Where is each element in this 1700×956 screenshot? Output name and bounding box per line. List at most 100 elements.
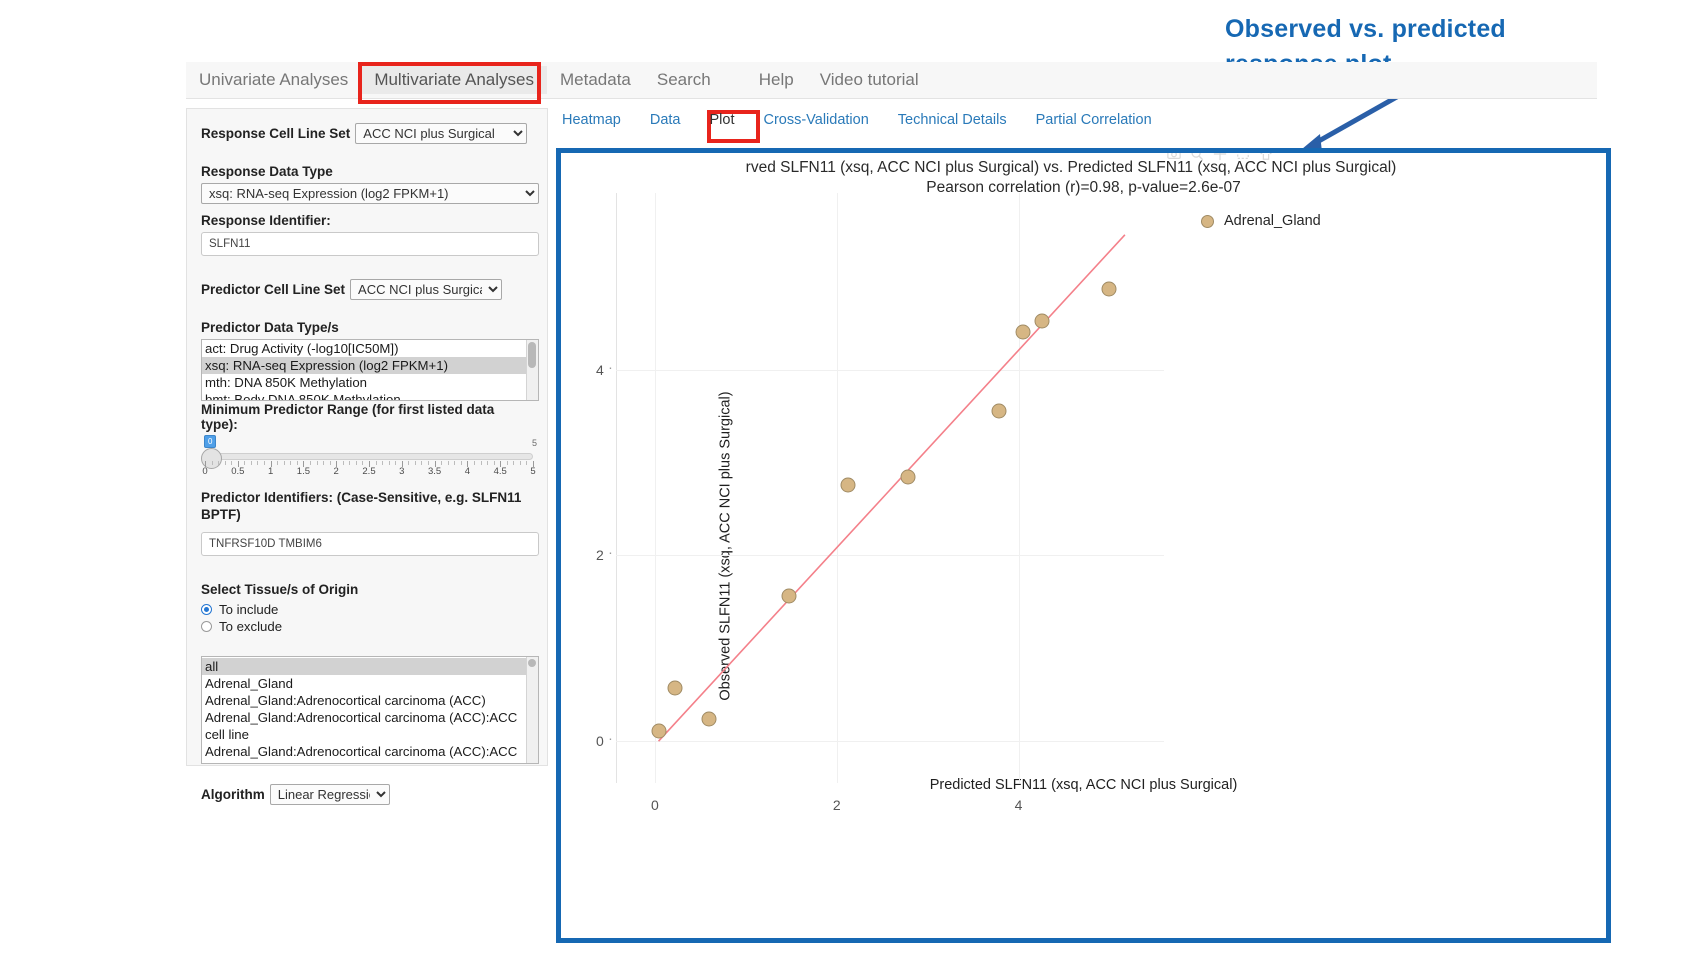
predictor-data-type-option[interactable]: mth: DNA 850K Methylation [205, 375, 367, 390]
zoom-icon[interactable] [1190, 153, 1204, 161]
chart-data-point[interactable] [701, 711, 717, 727]
slider-tick-label: 5 [530, 466, 536, 477]
tissue-option[interactable]: Adrenal_Gland:Adrenocortical carcinoma (… [205, 692, 486, 708]
response-identifier-label: Response Identifier: [201, 213, 331, 228]
nav-item-multivariate-analyses[interactable]: Multivariate Analyses [361, 66, 547, 94]
tab-cross-validation[interactable]: Cross-Validation [763, 112, 869, 128]
slider-tick-label: 1.5 [296, 466, 310, 477]
tab-partial-correlation[interactable]: Partial Correlation [1035, 112, 1152, 128]
chart-data-point[interactable] [900, 469, 916, 485]
tab-heatmap[interactable]: Heatmap [562, 112, 621, 128]
response-cell-line-set-row: Response Cell Line Set ACC NCI plus Surg… [201, 123, 533, 144]
predictor-identifiers-input[interactable] [201, 531, 539, 556]
slider-tick-label: 2.5 [362, 466, 376, 477]
slider-tick-label: 4.5 [493, 466, 507, 477]
radio-to-include-label: To include [219, 601, 279, 617]
chart-data-point[interactable] [840, 477, 856, 493]
nav-item-metadata[interactable]: Metadata [560, 70, 631, 89]
chart-gridline-vertical [1018, 193, 1020, 783]
tab-data[interactable]: Data [649, 112, 681, 128]
slider-tick-label: 1 [267, 466, 274, 477]
slider-knob[interactable] [201, 448, 222, 469]
predictor-data-type-option[interactable]: xsq: RNA-seq Expression (log2 FPKM+1) [202, 357, 538, 374]
radio-to-include[interactable] [201, 603, 212, 615]
slider-tick-labels: 0 0.5 1 1.5 2 2.5 3 3.5 4 4.5 5 [201, 466, 539, 480]
chart-data-point[interactable] [651, 723, 667, 739]
nav-item-search[interactable]: Search [656, 70, 711, 89]
tissue-option[interactable]: Adrenal_Gland:Adrenocortical carcinoma (… [205, 709, 518, 742]
minimum-predictor-range-slider[interactable]: 0 5 0 0.5 1 1.5 2 2.5 3 3.5 4 4.5 5 [201, 435, 539, 480]
nav-item-univariate-analyses[interactable]: Univariate Analyses [199, 70, 349, 89]
tissue-include-radio-row[interactable]: To include [201, 602, 533, 617]
nav-item-video-tutorial[interactable]: Video tutorial [819, 70, 919, 89]
slider-tick-label: 4 [464, 466, 471, 477]
radio-to-exclude[interactable] [201, 620, 212, 632]
box-select-icon[interactable] [1236, 153, 1250, 161]
scrollbar-thumb[interactable] [528, 658, 536, 667]
response-cell-line-set-label: Response Cell Line Set [201, 126, 351, 141]
slider-tick-label: 2 [333, 466, 339, 477]
predictor-data-type-option[interactable]: act: Drug Activity (-log10[IC50M]) [205, 341, 399, 356]
chart-subtitle: Pearson correlation (r)=0.98, p-value=2.… [926, 179, 1241, 196]
chart-data-point[interactable] [667, 680, 683, 696]
algorithm-row: Algorithm Linear Regression [201, 783, 533, 805]
camera-icon[interactable] [1167, 153, 1181, 161]
tissue-option[interactable]: Adrenal_Gland [205, 675, 293, 691]
slider-tick-label: 3.5 [427, 466, 442, 477]
chart-y-tick-label: 2 [596, 544, 612, 563]
chart-title-text: rved SLFN11 (xsq, ACC NCI plus Surgical)… [745, 159, 1397, 176]
predictor-data-types-label: Predictor Data Type/s [201, 320, 339, 335]
scrollbar-thumb[interactable] [528, 342, 536, 368]
predictor-data-types-scrollbar[interactable] [526, 340, 538, 400]
response-data-type-select[interactable]: xsq: RNA-seq Expression (log2 FPKM+1) [201, 183, 539, 204]
predictor-data-type-option[interactable]: bmt: Body DNA 850K Methylation [205, 392, 401, 401]
radio-to-exclude-label: To exclude [219, 618, 283, 634]
chart-x-tick-label: 0 [651, 797, 659, 813]
chart-x-tick-label: 4 [1014, 797, 1023, 813]
slider-max-label: 5 [531, 438, 537, 448]
slider-tick-label: 0.5 [231, 466, 245, 477]
tissue-option[interactable]: all [202, 657, 538, 675]
chart-y-tick-label: 4 [596, 359, 612, 378]
predictor-cell-line-set-label: Predictor Cell Line Set [201, 282, 346, 297]
slider-track[interactable] [205, 453, 533, 460]
response-identifier-input[interactable] [201, 232, 539, 256]
legend-label-adrenal-gland: Adrenal_Gland [1224, 213, 1321, 229]
analysis-form-panel: Response Cell Line Set ACC NCI plus Surg… [186, 108, 548, 805]
chart-gridline-horizontal [615, 741, 1164, 743]
chart-y-axis-line [615, 193, 617, 783]
predictor-cell-line-set-select[interactable]: ACC NCI plus Surgical [350, 279, 503, 300]
legend-swatch [1201, 214, 1214, 228]
chart-data-point[interactable] [991, 403, 1007, 419]
reset-icon[interactable] [1259, 153, 1273, 161]
tab-technical-details[interactable]: Technical Details [897, 112, 1007, 128]
chart-y-tick-label: 0 [596, 730, 612, 749]
top-navigation: Univariate Analyses Multivariate Analyse… [186, 62, 1597, 99]
chart-gridline-horizontal [615, 555, 1164, 557]
chart-legend: Adrenal_Gland [1201, 213, 1321, 229]
slider-tick-label: 3 [399, 466, 405, 477]
algorithm-label: Algorithm [201, 786, 265, 802]
predictor-cell-line-set-row: Predictor Cell Line Set ACC NCI plus Sur… [201, 279, 533, 300]
pan-icon[interactable] [1213, 153, 1227, 161]
predictor-data-types-listbox[interactable]: act: Drug Activity (-log10[IC50M]) xsq: … [201, 339, 539, 401]
tissue-of-origin-listbox[interactable]: all Adrenal_Gland Adrenal_Gland:Adrenoco… [201, 655, 539, 764]
slider-ticks [205, 461, 534, 469]
tissue-listbox-scrollbar[interactable] [526, 656, 538, 763]
chart-data-point[interactable] [1101, 281, 1117, 297]
tissue-option[interactable]: Adrenal_Gland:Adrenocortical carcinoma (… [205, 743, 518, 763]
plot-modebar[interactable] [1167, 153, 1273, 161]
plot-canvas: rved SLFN11 (xsq, ACC NCI plus Surgical)… [561, 153, 1606, 938]
chart-data-point[interactable] [1034, 313, 1050, 329]
response-cell-line-set-select[interactable]: ACC NCI plus Surgical [355, 123, 528, 144]
chart-gridline-vertical [654, 193, 656, 783]
algorithm-select[interactable]: Linear Regression [269, 783, 390, 805]
nav-item-help[interactable]: Help [758, 70, 794, 89]
chart-gridline-vertical [836, 193, 838, 783]
chart-data-point[interactable] [1015, 324, 1031, 340]
tab-plot[interactable]: Plot [709, 112, 735, 128]
chart-data-point[interactable] [781, 588, 797, 604]
observed-vs-predicted-plot-panel: rved SLFN11 (xsq, ACC NCI plus Surgical)… [556, 148, 1611, 943]
tissue-exclude-radio-row[interactable]: To exclude [201, 619, 533, 634]
chart-gridline-horizontal [615, 369, 1164, 371]
